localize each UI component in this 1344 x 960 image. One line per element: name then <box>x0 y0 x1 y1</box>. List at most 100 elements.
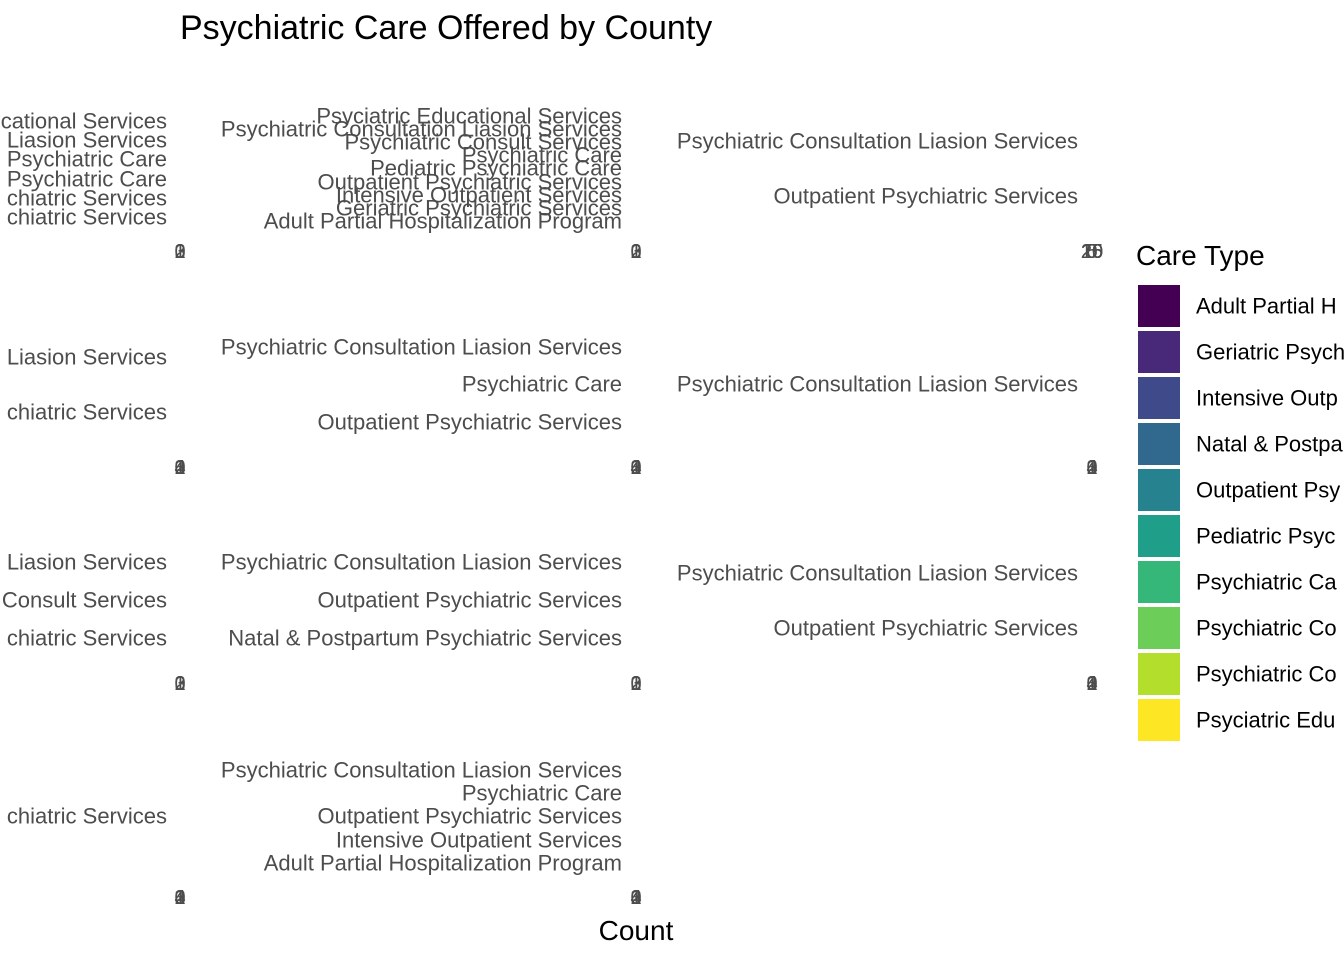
x-tick-label: 20 <box>1081 241 1103 263</box>
legend-label: Intensive Outp <box>1196 386 1338 411</box>
x-tick-label: 1 <box>174 673 185 695</box>
legend-swatch <box>1138 331 1180 373</box>
chart-title: Psychiatric Care Offered by County <box>180 9 712 47</box>
x-tick-label: 4 <box>174 457 185 479</box>
x-tick-label: 2 <box>630 887 641 909</box>
x-tick-label: 3 <box>630 241 641 263</box>
category-label: Psychiatric Care <box>7 147 167 172</box>
category-label: Pediatric Psychiatric Care <box>370 156 622 181</box>
x-tick-label: 0 <box>1086 457 1097 479</box>
category-label: Psychiatric Care <box>462 781 622 806</box>
legend-label: Outpatient Psy <box>1196 478 1340 503</box>
legend-swatch <box>1138 377 1180 419</box>
x-tick-label: 2 <box>1086 457 1097 479</box>
category-label: chiatric Services <box>7 186 167 211</box>
x-tick-label: 2 <box>174 457 185 479</box>
legend-swatch <box>1138 699 1180 741</box>
category-label: Outpatient Psychiatric Services <box>774 616 1078 641</box>
facet-panel-r0-c2: Psychiatric Consultation Liasion Service… <box>677 129 1103 264</box>
category-label: Psychiatric Consultation Liasion Service… <box>677 129 1078 154</box>
x-tick-label: 2 <box>174 241 185 263</box>
legend-swatch <box>1138 607 1180 649</box>
x-tick-label: 3 <box>174 673 185 695</box>
facet-panel-r2-c2: Psychiatric Consultation Liasion Service… <box>677 561 1098 696</box>
category-label: chiatric Services <box>7 400 167 425</box>
category-label: Psychiatric Care <box>462 372 622 397</box>
category-label: Outpatient Psychiatric Services <box>318 804 622 829</box>
legend-label: Pediatric Psyc <box>1196 524 1335 549</box>
x-tick-label: 4 <box>630 457 641 479</box>
category-label: Intensive Outpatient Services <box>336 828 622 853</box>
x-tick-label: 2 <box>630 457 641 479</box>
x-tick-label: 2 <box>174 673 185 695</box>
x-tick-label: 2 <box>630 241 641 263</box>
category-label: Outpatient Psychiatric Services <box>318 410 622 435</box>
x-tick-label: 1 <box>174 457 185 479</box>
x-tick-label: 3 <box>174 457 185 479</box>
x-tick-label: 0 <box>630 673 641 695</box>
x-tick-label: 1 <box>630 673 641 695</box>
x-tick-label: 2 <box>1086 673 1097 695</box>
category-label: Liasion Services <box>7 128 167 153</box>
x-tick-label: 1 <box>174 887 185 909</box>
legend-swatch <box>1138 561 1180 603</box>
facet-panel-r1-c2: Psychiatric Consultation Liasion Service… <box>677 372 1098 480</box>
legend-label: Psychiatric Co <box>1196 616 1337 641</box>
x-tick-label: 4 <box>1086 457 1097 479</box>
category-label: Intensive Outpatient Services <box>336 183 622 208</box>
x-tick-label: 0 <box>1086 673 1097 695</box>
x-tick-label: 0 <box>174 887 185 909</box>
category-label: Psychiatric Consultation Liasion Service… <box>221 758 622 783</box>
category-label: Natal & Postpartum Psychiatric Services <box>228 626 622 651</box>
category-label: Outpatient Psychiatric Services <box>318 588 622 613</box>
category-label: chiatric Services <box>7 804 167 829</box>
category-label: Outpatient Psychiatric Services <box>774 184 1078 209</box>
category-label: Liasion Services <box>7 550 167 575</box>
category-label: Psychiatric Consultation Liasion Service… <box>221 550 622 575</box>
legend-label: Psyciatric Edu <box>1196 708 1335 733</box>
legend-label: Psychiatric Co <box>1196 662 1337 687</box>
x-tick-label: 3 <box>174 241 185 263</box>
x-tick-label: 0 <box>630 457 641 479</box>
x-tick-label: 4 <box>174 887 185 909</box>
x-tick-label: 10 <box>1081 241 1103 263</box>
category-label: Psychiatric Care <box>7 167 167 192</box>
category-label: Psychiatric Consultation Liasion Service… <box>677 372 1078 397</box>
x-tick-label: 2 <box>174 887 185 909</box>
category-label: chiatric Services <box>7 626 167 651</box>
category-label: Psyciatric Educational Services <box>316 104 622 129</box>
x-tick-label: 25 <box>1081 241 1103 263</box>
legend-title: Care Type <box>1136 240 1265 271</box>
legend-label: Natal & Postpa <box>1196 432 1344 457</box>
category-label: Psychiatric Consultation Liasion Service… <box>677 561 1078 586</box>
facet-panel-r2-c0: Liasion Services Consult Services chiatric… <box>2 550 186 696</box>
x-tick-label: 1 <box>630 887 641 909</box>
legend-swatch <box>1138 653 1180 695</box>
x-tick-label: 3 <box>1086 673 1097 695</box>
category-label: cational Services <box>1 109 167 134</box>
x-tick-label: 2 <box>630 673 641 695</box>
legend-swatch <box>1138 285 1180 327</box>
x-tick-label: 5 <box>1086 241 1097 263</box>
x-tick-label: 15 <box>1081 241 1103 263</box>
x-tick-label: 0 <box>174 673 185 695</box>
legend-swatch <box>1138 469 1180 511</box>
facet-panel-r1-c1: Psychiatric Consultation Liasion Service… <box>221 335 642 480</box>
x-tick-label: 0 <box>630 241 641 263</box>
category-label: Psychiatric Consult Services <box>344 130 622 155</box>
category-label: Adult Partial Hospitalization Program <box>264 209 622 234</box>
legend-label: Geriatric Psych <box>1196 340 1344 365</box>
legend-swatch <box>1138 423 1180 465</box>
category-label: Psychiatric Consultation Liasion Service… <box>221 335 622 360</box>
category-label: chiatric Services <box>7 205 167 230</box>
x-tick-label: 0 <box>174 457 185 479</box>
x-tick-label: 3 <box>630 673 641 695</box>
legend-label: Psychiatric Ca <box>1196 570 1337 595</box>
facet-panel-r2-c1: Psychiatric Consultation Liasion Service… <box>221 550 642 696</box>
legend-label: Adult Partial H <box>1196 294 1337 319</box>
